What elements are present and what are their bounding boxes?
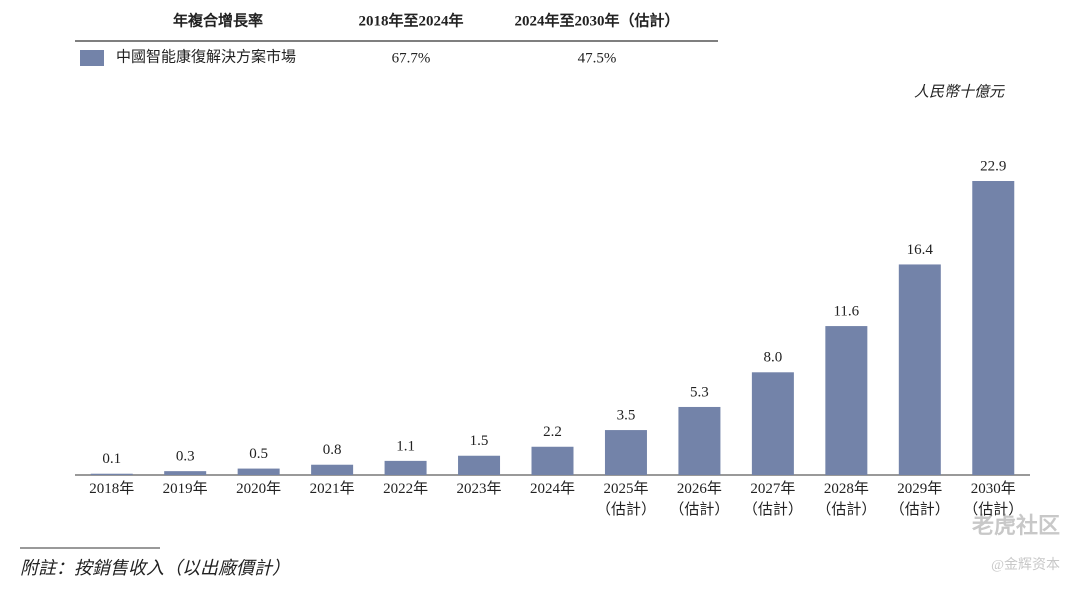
x-tick-label: 2024年 <box>530 480 575 497</box>
footnote: 附註：按銷售收入（以出廠價計） <box>20 558 290 578</box>
value-label: 0.3 <box>176 449 195 465</box>
value-label: 8.0 <box>764 350 783 366</box>
watermark: @金辉资本 <box>991 557 1060 573</box>
x-tick-label: 2018年 <box>89 480 134 497</box>
value-label: 22.9 <box>980 158 1006 174</box>
legend-label: 中國智能康復解決方案市場 <box>116 47 296 65</box>
table-header: 年複合增長率 <box>173 11 263 29</box>
value-label: 3.5 <box>617 408 636 424</box>
value-label: 0.8 <box>323 442 342 458</box>
x-tick-label: 2030年（估計） <box>963 480 1023 518</box>
x-tick-label: 2028年（估計） <box>816 480 876 518</box>
value-label: 16.4 <box>907 242 934 258</box>
bar <box>458 455 501 475</box>
value-label: 1.1 <box>396 438 415 454</box>
x-tick-label: 2029年（估計） <box>890 480 950 518</box>
bar <box>604 430 647 475</box>
legend-swatch <box>80 50 104 66</box>
bar <box>237 468 280 475</box>
bar <box>311 464 354 475</box>
bar <box>972 181 1015 475</box>
x-tick-label: 2023年 <box>457 480 502 497</box>
unit-label: 人民幣十億元 <box>914 83 1005 100</box>
table-header: 2018年至2024年 <box>358 11 463 29</box>
x-tick-label: 2022年 <box>383 480 428 497</box>
bar <box>90 473 133 475</box>
bar <box>898 264 941 475</box>
table-cell: 47.5% <box>578 50 617 66</box>
watermark: 老虎社区 <box>971 513 1060 538</box>
bar <box>384 460 427 475</box>
bar <box>825 326 868 475</box>
value-label: 0.1 <box>102 451 121 467</box>
value-label: 2.2 <box>543 424 562 440</box>
table-cell: 67.7% <box>392 50 431 66</box>
x-tick-label: 2027年（估計） <box>743 480 803 518</box>
value-label: 1.5 <box>470 433 489 449</box>
value-label: 11.6 <box>833 304 859 320</box>
bar <box>751 372 794 475</box>
bar <box>531 446 574 475</box>
bar <box>678 406 721 475</box>
table-header: 2024年至2030年（估計） <box>514 11 679 29</box>
x-tick-label: 2026年（估計） <box>669 480 729 518</box>
x-tick-label: 2020年 <box>236 480 281 497</box>
bar <box>164 471 207 475</box>
value-label: 5.3 <box>690 384 709 400</box>
x-tick-label: 2019年 <box>163 480 208 497</box>
value-label: 0.5 <box>249 446 268 462</box>
x-tick-label: 2025年（估計） <box>596 480 656 518</box>
x-tick-label: 2021年 <box>310 480 355 497</box>
